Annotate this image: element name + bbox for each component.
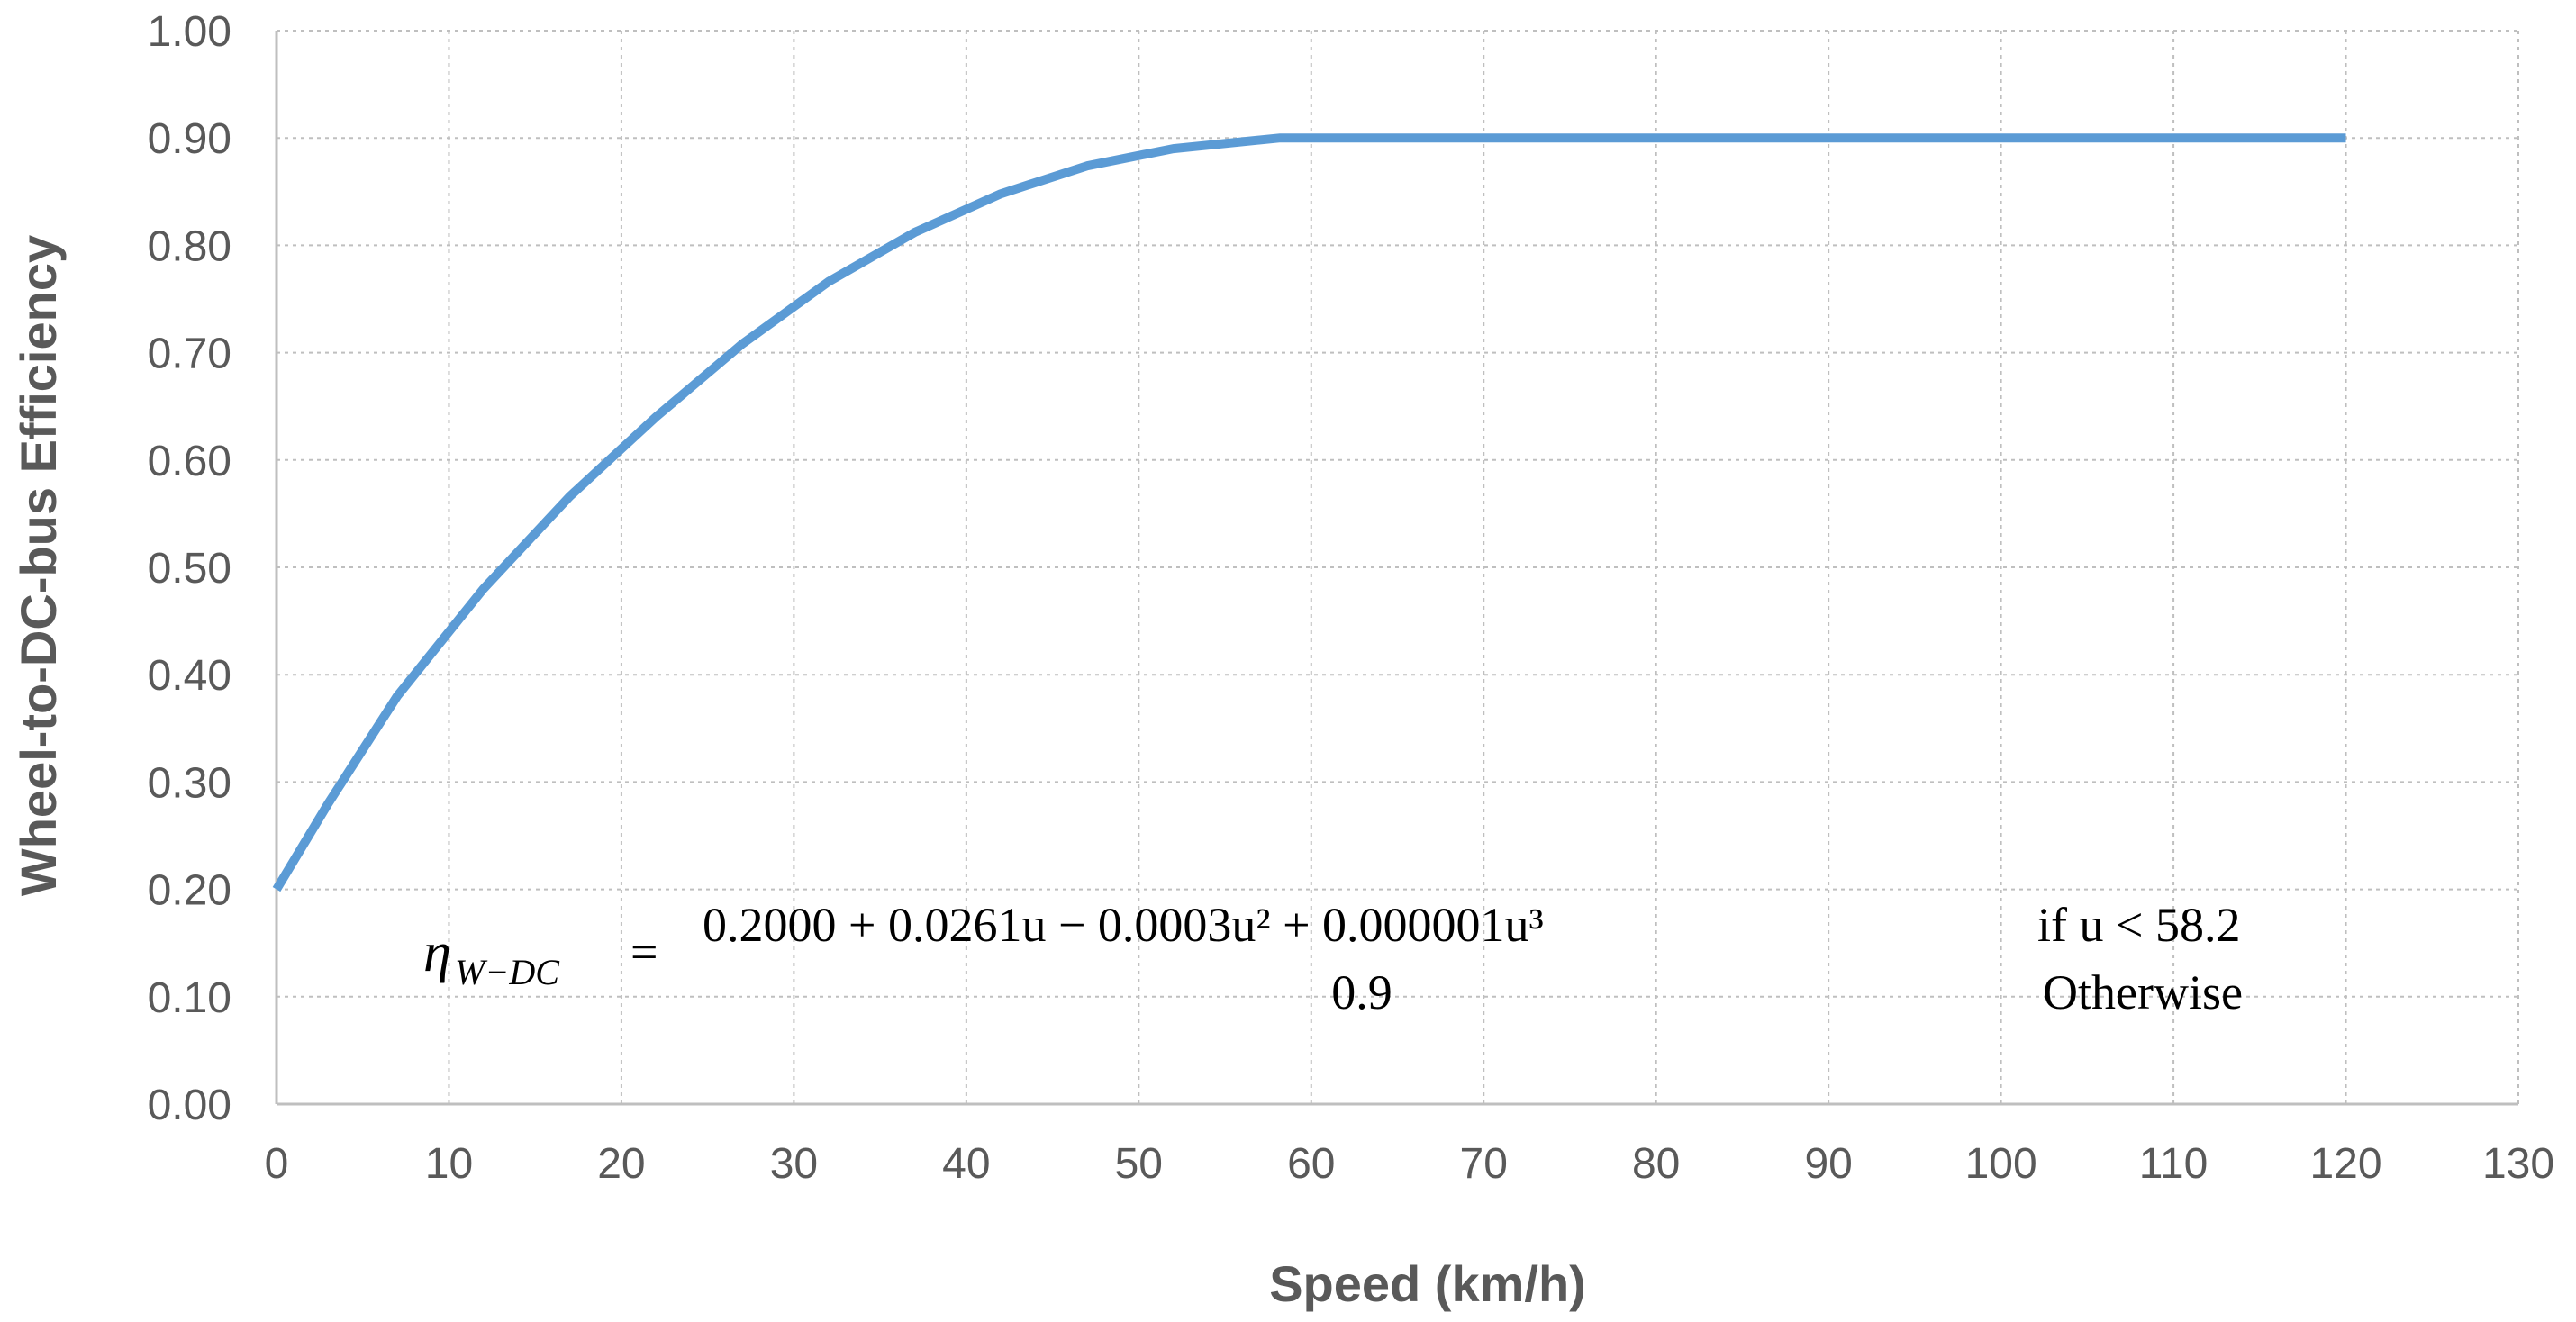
y-tick-label-0.90: 0.90	[148, 115, 231, 163]
x-tick-label-0: 0	[265, 1140, 289, 1188]
series	[272, 133, 2346, 892]
equation-case1-condition: if u < 58.2	[2037, 898, 2240, 952]
equation-symbol: η	[423, 922, 451, 983]
x-tick-label-30: 30	[770, 1140, 818, 1188]
y-tick-label-0.40: 0.40	[148, 652, 231, 700]
x-tick-label-130: 130	[2482, 1140, 2554, 1188]
y-tick-label-0.80: 0.80	[148, 222, 231, 270]
y-tick-label-0.30: 0.30	[148, 759, 231, 807]
axes	[275, 31, 2518, 1106]
y-tick-label-0.00: 0.00	[148, 1082, 231, 1129]
equation-case2-expression: 0.9	[1331, 965, 1392, 1019]
y-tick-labels: 0.00 0.10 0.20 0.30 0.40 0.50 0.60 0.70 0.80 0.90…	[148, 8, 231, 1129]
equation-case1-expression: 0.2000 + 0.0261u − 0.0003u² + 0.000001u³	[703, 898, 1544, 952]
series-line-0	[272, 133, 2346, 892]
x-tick-label-80: 80	[1632, 1140, 1680, 1188]
x-tick-label-20: 20	[597, 1140, 645, 1188]
x-tick-label-50: 50	[1115, 1140, 1163, 1188]
x-axis-title: Speed (km/h)	[1269, 1255, 1586, 1312]
y-tick-label-0.70: 0.70	[148, 330, 231, 378]
equation-subscript: W−DC	[455, 952, 560, 992]
x-tick-label-60: 60	[1287, 1140, 1335, 1188]
x-tick-label-70: 70	[1460, 1140, 1508, 1188]
x-tick-label-90: 90	[1804, 1140, 1852, 1188]
y-tick-label-0.60: 0.60	[148, 438, 231, 485]
gridlines	[277, 30, 2519, 1104]
x-tick-label-120: 120	[2309, 1140, 2381, 1188]
x-tick-label-40: 40	[942, 1140, 990, 1188]
y-tick-label-1.00: 1.00	[148, 8, 231, 56]
equation-annotation: η W−DC = 0.2000 + 0.0261u − 0.0003u² + 0…	[423, 898, 2243, 1019]
y-tick-label-0.20: 0.20	[148, 867, 231, 915]
equation-equals: =	[630, 925, 658, 979]
x-tick-label-10: 10	[425, 1140, 473, 1188]
x-tick-label-100: 100	[1965, 1140, 2037, 1188]
y-tick-label-0.50: 0.50	[148, 545, 231, 593]
x-tick-labels: 0 10 20 30 40 50 60 70 80 90 100 110 120 130	[265, 1140, 2554, 1188]
equation-case2-condition: Otherwise	[2043, 965, 2243, 1019]
x-tick-label-110: 110	[2139, 1140, 2209, 1188]
y-axis-title: Wheel-to-DC-bus Efficiency	[10, 235, 67, 896]
y-tick-label-0.10: 0.10	[148, 974, 231, 1022]
